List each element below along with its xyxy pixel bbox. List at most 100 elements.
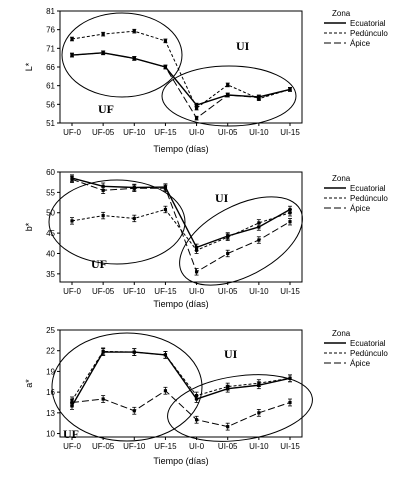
data-point <box>257 381 261 385</box>
data-point <box>163 207 168 212</box>
data-point <box>226 93 230 97</box>
series-line-3 <box>71 52 291 119</box>
zone-ellipse <box>161 65 297 127</box>
legend-title: Zona <box>332 9 351 18</box>
data-point <box>288 220 292 224</box>
zone-label: UF <box>98 102 114 116</box>
x-tick-label: UI-15 <box>280 442 300 451</box>
data-point <box>70 177 74 181</box>
legend-label: Ecuatorial <box>350 339 386 348</box>
series-line-2 <box>71 208 291 251</box>
zone-label: UF <box>63 427 79 441</box>
data-point <box>132 56 136 61</box>
y-tick-label: 60 <box>46 168 55 177</box>
y-axis-label: L* <box>24 62 34 71</box>
y-tick-label: 81 <box>46 7 55 16</box>
y-tick-label: 66 <box>46 63 55 72</box>
legend-label: Pedúnculo <box>350 349 388 358</box>
legend-label: Ecuatorial <box>350 19 386 28</box>
x-tick-label: UF-0 <box>63 287 81 296</box>
x-tick-label: UF-10 <box>123 128 146 137</box>
y-tick-label: 51 <box>46 119 55 128</box>
y-tick-label: 13 <box>46 409 55 418</box>
x-tick-label: UF-10 <box>123 442 146 451</box>
x-tick-label: UF-05 <box>92 442 115 451</box>
zone-ellipse <box>61 12 183 98</box>
y-tick-label: 71 <box>46 44 55 53</box>
zone-ellipse <box>179 196 303 286</box>
data-point <box>132 409 136 413</box>
data-point <box>194 393 199 398</box>
x-tick-label: UI-10 <box>249 442 269 451</box>
x-tick-label: UF-15 <box>154 128 177 137</box>
data-point <box>194 106 199 110</box>
data-point <box>257 411 261 415</box>
y-tick-label: 55 <box>46 188 55 197</box>
data-point <box>101 397 105 401</box>
zone-label: UF <box>91 257 107 271</box>
y-tick-label: 45 <box>46 229 55 238</box>
data-point <box>132 216 136 221</box>
data-point <box>288 211 292 215</box>
x-tick-label: UI-05 <box>218 128 238 137</box>
legend-label: Ápice <box>350 204 371 213</box>
x-tick-label: UI-0 <box>189 287 205 296</box>
y-tick-label: 22 <box>46 347 55 356</box>
legend-label: Pedúnculo <box>350 194 388 203</box>
x-axis-label: Tiempo (días) <box>153 456 208 466</box>
y-tick-label: 16 <box>46 388 55 397</box>
x-tick-label: UF-0 <box>63 442 81 451</box>
data-point <box>288 400 292 405</box>
data-point <box>101 184 105 188</box>
zone-label: UI <box>224 347 238 361</box>
x-axis-label: Tiempo (días) <box>153 144 208 154</box>
y-tick-label: 25 <box>46 326 55 335</box>
zone-ellipse <box>167 374 313 442</box>
data-point <box>163 39 168 43</box>
plot-frame <box>59 329 303 438</box>
x-tick-label: UI-15 <box>280 287 300 296</box>
data-point <box>132 186 136 190</box>
zone-ellipse <box>48 179 186 265</box>
data-point <box>226 83 230 87</box>
y-tick-label: 40 <box>46 249 55 258</box>
legend-title: Zona <box>332 174 351 183</box>
series-line-1 <box>71 177 291 249</box>
data-point <box>101 32 105 36</box>
data-point <box>194 270 199 274</box>
y-axis-label: b* <box>24 222 34 231</box>
chart-3: 10 13 16 19 22 25 UF-0 UF-05 UF-10 UF-15 UI-0 UI-05… <box>24 326 388 466</box>
x-tick-label: UF-15 <box>154 287 177 296</box>
y-tick-label: 56 <box>46 100 55 109</box>
plot-frame <box>59 10 303 124</box>
x-axis-label: Tiempo (días) <box>153 299 208 309</box>
zone-label: UI <box>215 191 229 205</box>
data-point <box>226 385 230 389</box>
legend-title: Zona <box>332 329 351 338</box>
data-point <box>226 251 230 256</box>
plot-frame <box>59 171 303 283</box>
data-point <box>70 400 74 405</box>
y-tick-label: 35 <box>46 270 55 279</box>
data-point <box>70 219 74 223</box>
series-line-1 <box>71 351 291 407</box>
data-point <box>101 51 105 55</box>
data-point <box>101 188 105 192</box>
x-tick-label: UI-0 <box>189 128 205 137</box>
data-point <box>288 87 292 91</box>
series-line-2 <box>71 350 291 401</box>
data-point <box>257 96 261 100</box>
y-tick-label: 19 <box>46 367 55 376</box>
x-tick-label: UI-05 <box>218 287 238 296</box>
y-tick-label: 10 <box>46 430 55 439</box>
data-point <box>70 37 74 41</box>
legend-label: Ápice <box>350 39 371 48</box>
data-point <box>132 350 136 354</box>
data-point <box>257 225 261 229</box>
y-tick-label: 61 <box>46 82 55 91</box>
y-tick-label: 76 <box>46 26 55 35</box>
x-tick-label: UI-10 <box>249 128 269 137</box>
series-line-3 <box>71 390 291 428</box>
data-point <box>132 29 136 33</box>
